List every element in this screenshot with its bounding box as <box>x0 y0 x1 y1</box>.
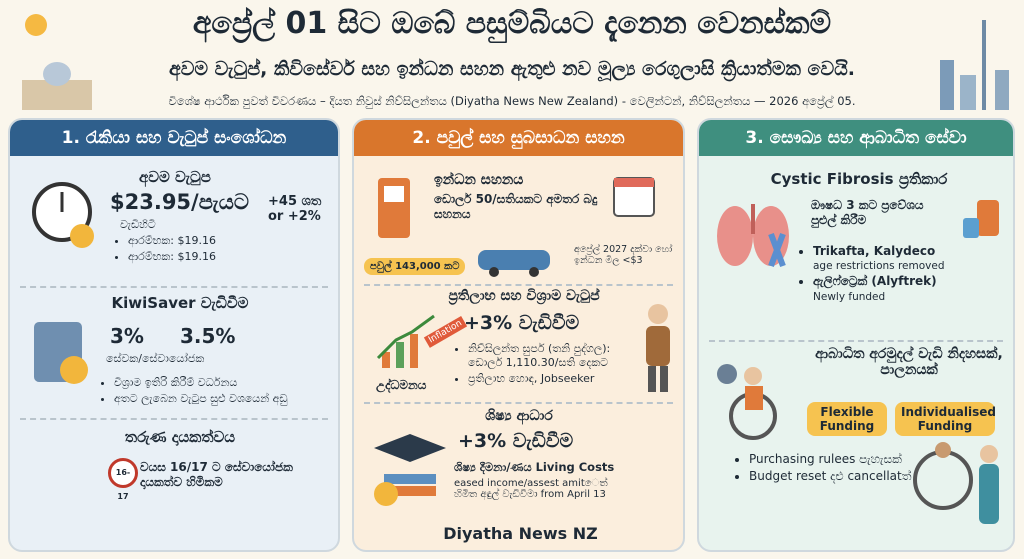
wheelchair-icon <box>717 364 777 440</box>
bullet: Trikafta, Kalydeco age restrictions remov… <box>813 244 1009 272</box>
medicine-icon <box>963 200 999 238</box>
fuel-text: ඩොලර් 50/සතියකට අමතර බදු සහනය <box>434 192 598 221</box>
drug-note: Newly funded <box>813 291 886 303</box>
bullet-list: Trikafta, Kalydeco age restrictions remov… <box>799 242 1009 305</box>
calendar-icon <box>613 177 655 217</box>
student-text2: eased income/assest amitෙත් හිමිත අඳුල් … <box>454 478 608 500</box>
rate-label: සේවක/සේවායෝජක <box>106 352 205 365</box>
bullet: නිව්සිලන්ත සුපර් (තනි පුද්ගල): ඩොලර් 1,1… <box>468 342 634 370</box>
carer-icon <box>913 442 999 524</box>
age-badge: 16-17 <box>108 458 138 501</box>
fuel-tag: පවුල් 143,000 කට <box>364 258 466 275</box>
funding-tag: Flexible Funding <box>807 402 887 436</box>
drug-name: ඇලිෆ්ට්‍රෙක් (Alyftrek) <box>813 274 937 288</box>
calculator-icon <box>34 322 88 384</box>
student-text: ශිෂ්‍ය දීමනා/ණය Living Costs <box>454 460 615 474</box>
section-title: ප්‍රතිලාභ සහ විශ්‍රාම වැටුප් <box>448 288 600 304</box>
section-title: අවම වැටුප <box>139 168 211 186</box>
header-art <box>22 14 1009 110</box>
rate-from: 3% <box>110 324 144 348</box>
bullet: ආරම්භක: $19.16 <box>128 250 254 264</box>
wage-amount: $23.95/පැයට <box>110 190 249 214</box>
elder-icon <box>646 304 670 392</box>
bullet: Budget reset දළු cancellatත් <box>749 469 915 484</box>
column: 2. පවුල් සහ සුබසාධන සහන ඉන්ධන සහනය ඩොලර්… <box>352 118 685 552</box>
cf-text: ඖෂධ 3 කට ප්‍රවේශය පුළුල් කිරීම <box>811 198 924 227</box>
funding-tag: Individualised Funding <box>895 402 996 436</box>
bullet: ප්‍රතිලාභ හොඳ, Jobseeker <box>468 372 634 386</box>
bullet-list: විශ්‍රාම ඉතිරි කිරීම් වර්ධනය අතට ලැබෙන වැ… <box>100 374 340 408</box>
separator <box>709 340 1003 342</box>
separator <box>364 402 673 404</box>
title: අප්‍රේල් 01 සිට ඔබේ පසුම්බියට දැනෙන වෙනස… <box>192 6 832 41</box>
subtitle: අවම වැටුප්, කිවිසේවර් සහ ඉන්ධන සහන ඇතුළු… <box>168 58 856 80</box>
section-title: ශිෂ්‍ය ආධාර <box>485 408 553 424</box>
section-title: තරුණ දායකත්වය <box>124 428 236 446</box>
section-title: ආබාධිත අරමුදල් වැඩි නිදහසක්, පාලනයක් <box>815 346 1003 378</box>
fuel-note: අප්‍රේල් 2027 දක්වා හෝ ඉන්ධන මිල <$3 <box>574 244 673 266</box>
inflation-chart-icon <box>376 314 435 368</box>
section-title: KiwiSaver වැඩිවීම <box>111 294 249 312</box>
column-heading: 2. පවුල් සහ සුබසාධන සහන <box>354 120 683 156</box>
drug-name: Trikafta, Kalydeco <box>813 244 936 258</box>
bullet-list: නිව්සිලන්ත සුපර් (තනි පුද්ගල): ඩොලර් 1,1… <box>454 340 634 388</box>
separator <box>20 286 328 288</box>
byline: විශේෂ ආර්ථික පුවත් විවරණය – දියත නිවුස් … <box>168 94 856 108</box>
graduation-icon <box>374 434 446 506</box>
column: 1. රැකියා සහ වැටුප් සංශෝධන අවම වැටුප $23… <box>8 118 340 552</box>
bullet: Purchasing rulees පැහැසක් <box>749 452 915 467</box>
car-icon <box>478 250 550 277</box>
youth-text: වයස 16/17 ට සේවායෝජක දායකත්ව හිමිකම <box>140 460 293 489</box>
rate-to: 3.5% <box>180 324 236 348</box>
big-figure: +3% වැඩිවීම <box>458 430 574 452</box>
big-figure: +3% වැඩිවීම <box>464 312 580 334</box>
column-heading: 1. රැකියා සහ වැටුප් සංශෝධන <box>10 120 338 156</box>
section-title: Cystic Fibrosis ප්‍රතිකාර <box>770 170 948 188</box>
bullet: විශ්‍රාම ඉතිරි කිරීම් වර්ධනය <box>114 376 340 390</box>
bullet-list: Purchasing rulees පැහැසක් Budget reset දළ… <box>735 450 915 486</box>
drug-note: age restrictions removed <box>813 260 945 272</box>
stopwatch-icon <box>32 182 94 248</box>
chart-label: උද්ධමනය <box>376 378 427 392</box>
column: 3. සෞඛ්‍ය සහ ආබාධිත සේවා Cystic Fibrosis… <box>697 118 1015 552</box>
bullet: ආරම්භක: $19.16 <box>128 234 254 248</box>
wage-change: +45 ශත or +2% <box>268 194 322 224</box>
footer: Diyatha News NZ <box>443 524 598 543</box>
bullet: අතට ලැබෙන වැටුප සුළු වශයෙන් අඩු <box>114 392 340 406</box>
fuel-pump-icon <box>378 178 410 238</box>
bullet: ඇලිෆ්ට්‍රෙක් (Alyftrek) Newly funded <box>813 274 1009 303</box>
separator <box>20 418 328 420</box>
lungs-icon <box>717 204 789 268</box>
separator <box>364 284 673 286</box>
column-heading: 3. සෞඛ්‍ය සහ ආබාධිත සේවා <box>699 120 1013 156</box>
section-title: ඉන්ධන සහනය <box>434 172 524 188</box>
wage-note: වැඩිහිටි <box>120 218 156 231</box>
bullet-list: ආරම්භක: $19.16 ආරම්භක: $19.16 <box>114 232 254 266</box>
